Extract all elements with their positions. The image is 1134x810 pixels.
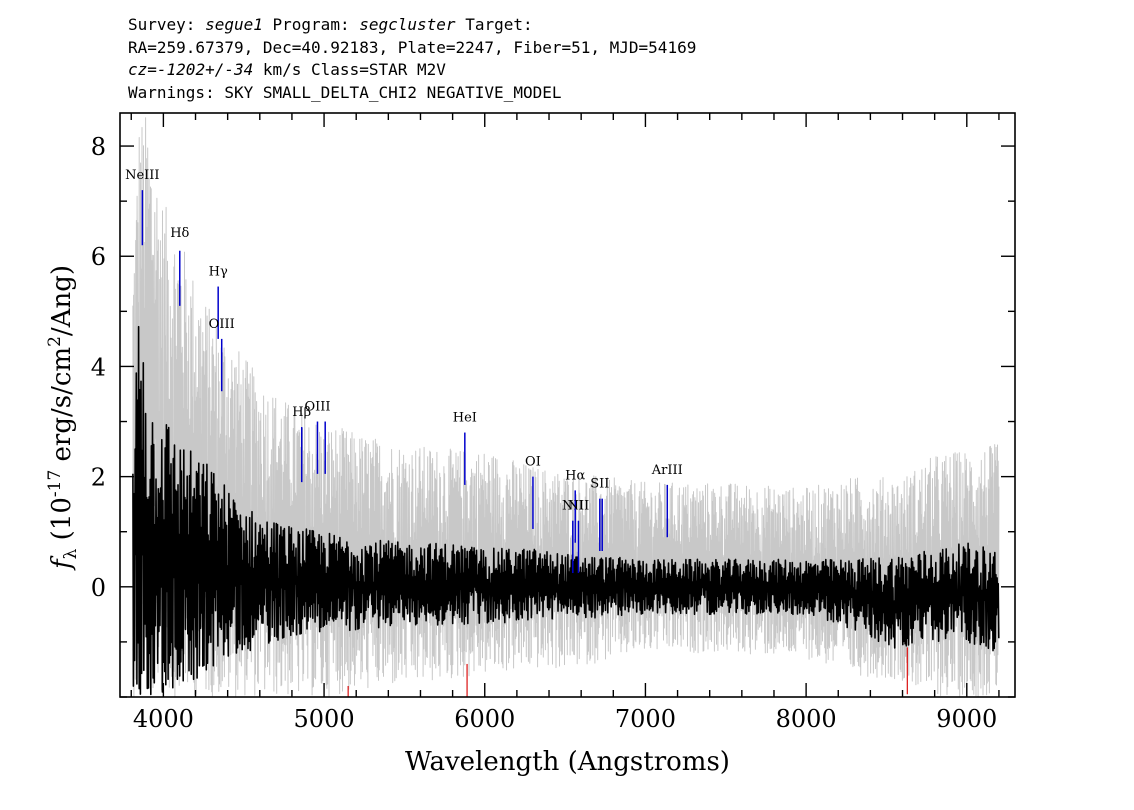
ylabel-open: (10	[47, 497, 77, 549]
emission-line-label-8: OI	[525, 455, 541, 470]
y-tick-label: 4	[91, 353, 106, 381]
spectrum-header: Survey: segue1 Program: segcluster Targe…	[128, 14, 696, 104]
x-tick-label: 9000	[936, 705, 997, 733]
emission-line-label-1: Hδ	[170, 226, 189, 241]
cz-class: km/s Class=STAR M2V	[253, 60, 446, 79]
emission-line-label-5: OIII	[304, 400, 330, 415]
ylabel-exp1: -17	[45, 470, 65, 497]
x-tick-label: 6000	[454, 705, 515, 733]
y-tick-label: 6	[91, 243, 106, 271]
emission-line-label-3: OIII	[209, 317, 235, 332]
flux-spectrum	[132, 325, 1000, 696]
header-survey-line: Survey: segue1 Program: segcluster Targe…	[128, 14, 696, 37]
header-cz-line: cz=-1202+/-34 km/s Class=STAR M2V	[128, 59, 696, 82]
x-tick-label: 4000	[133, 705, 194, 733]
x-tick-label: 7000	[615, 705, 676, 733]
x-axis-title: Wavelength (Angstroms)	[405, 747, 730, 777]
header-warnings-line: Warnings: SKY SMALL_DELTA_CHI2 NEGATIVE_…	[128, 82, 562, 102]
ylabel-close: /Ang)	[47, 265, 77, 336]
emission-line-label-9: NII	[562, 499, 584, 514]
emission-line-label-0: NeIII	[125, 168, 159, 183]
ylabel-lambda: λ	[61, 548, 81, 559]
survey-value: segue1	[205, 15, 263, 34]
y-tick-label: 2	[91, 464, 106, 492]
axis-ticks	[120, 113, 1015, 698]
y-tick-label: 0	[91, 574, 106, 602]
y-tick-label: 8	[91, 133, 106, 161]
flux-spectrum-line	[132, 325, 1000, 696]
tick-labels: 4000 5000 6000 7000 8000 9000 0 2 4 6 8	[91, 133, 998, 733]
x-tick-label: 8000	[776, 705, 837, 733]
header-coords-line: RA=259.67379, Dec=40.92183, Plate=2247, …	[128, 37, 697, 57]
survey-label: Survey:	[128, 15, 196, 34]
emission-line-label-4: Hβ	[292, 405, 311, 420]
emission-line-label-2: Hγ	[209, 265, 228, 280]
emission-line-label-10: Hα	[565, 468, 585, 483]
program-label: Program:	[272, 15, 350, 34]
target-label: Target:	[465, 15, 533, 34]
cz-prefix: cz=	[128, 60, 157, 79]
emission-line-label-7: HeI	[453, 411, 477, 426]
emission-line-label-14: ArIII	[651, 463, 683, 478]
x-tick-label: 5000	[294, 705, 355, 733]
ylabel-mid: erg/s/cm	[47, 347, 77, 470]
cz-value: -1202+/-34	[156, 60, 254, 79]
plot-frame	[119, 112, 1016, 698]
program-value: segcluster	[359, 15, 456, 34]
emission-line-label-11: NII	[568, 499, 590, 514]
sky-line-markers	[347, 647, 908, 697]
ylabel-exp2: 2	[45, 336, 65, 347]
y-axis-title: fλ (10-17 erg/s/cm2/Ang)	[45, 265, 81, 571]
emission-line-label-12: SII	[590, 477, 609, 492]
